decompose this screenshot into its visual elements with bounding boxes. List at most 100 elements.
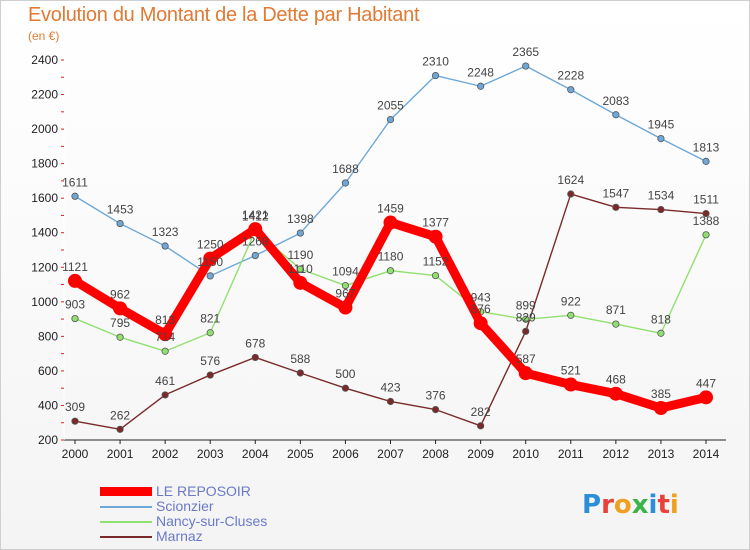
data-label: 282: [471, 405, 491, 419]
data-point: [428, 229, 443, 244]
data-point: [386, 115, 395, 124]
data-label: 1534: [648, 189, 675, 203]
data-label: 1453: [107, 203, 134, 217]
data-label: 922: [561, 294, 581, 308]
data-point: [522, 62, 530, 70]
data-point: [338, 300, 353, 315]
data-point: [612, 111, 620, 119]
legend-swatch: [100, 505, 152, 508]
data-label: 1150: [197, 255, 223, 269]
x-tick-label: 2008: [422, 447, 449, 461]
y-tick-label: 600: [38, 364, 58, 378]
data-label: 2365: [512, 45, 539, 59]
data-label: 423: [380, 380, 400, 394]
legend-item: Scionzier: [100, 499, 267, 514]
data-label: 1323: [152, 225, 179, 239]
data-label: 1511: [693, 193, 719, 207]
proxiti-logo: Proxiti: [582, 490, 679, 520]
y-tick-label: 1400: [31, 226, 58, 240]
data-point: [702, 209, 710, 218]
y-tick-label: 2200: [31, 88, 58, 102]
data-label: 818: [651, 312, 671, 326]
x-tick-label: 2004: [242, 447, 269, 461]
data-label: 678: [245, 336, 265, 350]
legend-item: LE REPOSOIR: [100, 484, 267, 499]
data-point: [341, 281, 350, 290]
data-label: 1180: [378, 250, 404, 264]
data-label: 1398: [287, 212, 314, 226]
x-tick-label: 2007: [377, 447, 404, 461]
logo-letter: r: [601, 490, 614, 520]
legend-swatch: [100, 487, 152, 496]
x-tick-label: 2000: [62, 447, 89, 461]
x-tick-label: 2011: [558, 447, 584, 461]
data-label: 447: [696, 376, 716, 390]
legend-label: LE REPOSOIR: [156, 483, 251, 499]
x-tick-label: 2001: [107, 447, 134, 461]
data-label: 1688: [332, 162, 359, 176]
data-point: [522, 315, 530, 323]
data-label: 576: [200, 354, 220, 368]
chart-axes: 200 400 600 800 1000 1200 1400 1600 1800 2000 2200…: [31, 53, 726, 461]
data-label: 521: [561, 364, 581, 378]
data-point: [653, 401, 668, 416]
data-label: 1813: [693, 140, 720, 154]
legend-item: Nancy-sur-Cluses: [100, 514, 267, 529]
data-point: [296, 265, 304, 273]
data-label: 1152: [423, 255, 449, 269]
data-point: [473, 316, 488, 331]
data-label: 821: [200, 312, 220, 326]
data-point: [383, 215, 398, 230]
data-label: 309: [65, 400, 85, 414]
y-tick-label: 2000: [31, 122, 58, 136]
chart-data-labels: 309 262 461 576 678 588 500 423 376 282 829 1624 154…: [62, 45, 720, 422]
data-label: 876: [471, 302, 491, 316]
data-point: [203, 251, 218, 266]
data-label: 813: [155, 313, 175, 327]
y-tick-label: 400: [38, 398, 58, 412]
logo-letter: x: [631, 490, 649, 520]
data-point: [431, 71, 440, 80]
data-point: [657, 134, 665, 143]
legend-item: Marnaz: [100, 529, 267, 544]
data-point: [657, 205, 665, 214]
data-label: 461: [155, 374, 175, 388]
data-label: 1624: [557, 173, 584, 187]
data-point: [518, 366, 533, 381]
x-tick-label: 2010: [512, 447, 539, 461]
data-point: [161, 242, 169, 250]
data-label: 1945: [648, 118, 675, 132]
data-label: 829: [516, 310, 536, 324]
x-tick-label: 2012: [603, 447, 630, 461]
data-point: [296, 369, 304, 377]
logo-letter: i: [669, 490, 679, 520]
data-label: 2310: [422, 55, 449, 69]
data-label: 795: [110, 316, 130, 330]
y-tick-label: 2400: [31, 53, 58, 67]
data-label: 2248: [467, 65, 494, 79]
data-label: 903: [65, 298, 85, 312]
data-point: [702, 231, 710, 239]
data-point: [71, 417, 79, 425]
y-tick-label: 1600: [31, 191, 58, 205]
data-label: 1094: [332, 265, 359, 279]
data-point: [116, 425, 124, 433]
logo-letter: t: [657, 490, 670, 520]
data-point: [161, 391, 169, 399]
data-label: 1110: [288, 262, 313, 276]
legend-swatch: [100, 520, 152, 523]
data-point: [567, 190, 575, 198]
legend-label: Nancy-sur-Cluses: [156, 513, 268, 529]
data-point: [477, 422, 485, 430]
data-point: [161, 347, 169, 355]
data-label: 376: [426, 389, 446, 403]
data-label: 1250: [197, 238, 224, 252]
data-point: [612, 320, 620, 328]
data-point: [113, 301, 128, 316]
data-point: [206, 329, 214, 337]
legend-label: Scionzier: [156, 498, 214, 514]
data-label: 899: [516, 298, 536, 312]
y-tick-label: 800: [38, 329, 58, 343]
data-point: [341, 384, 350, 392]
x-tick-label: 2002: [152, 447, 179, 461]
